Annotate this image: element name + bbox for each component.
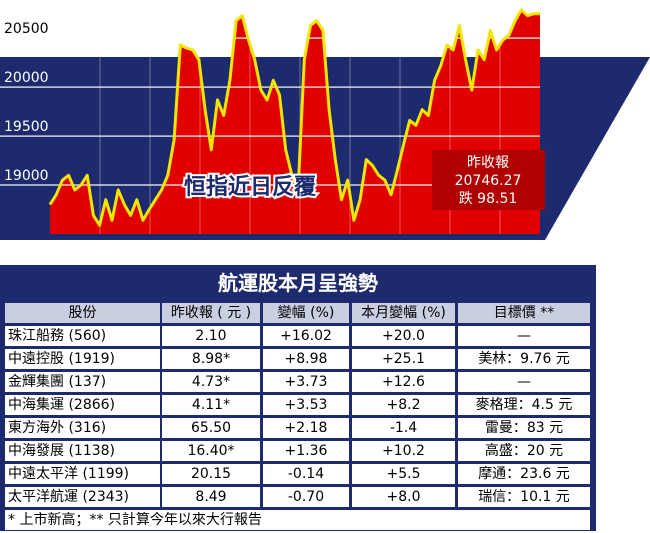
- table-cell: +10.2: [352, 441, 455, 461]
- y-tick-label: 20000: [4, 70, 49, 86]
- table-cell: 金輝集團 (137): [5, 372, 160, 392]
- table-cell: 中海集運 (2866): [5, 395, 160, 415]
- annotation: 跌 98.51: [459, 191, 518, 207]
- table-cell: -0.70: [263, 487, 349, 507]
- table-cell: +20.0: [352, 326, 455, 346]
- y-tick-label: 20500: [4, 21, 49, 37]
- table-cell: 65.50: [162, 418, 260, 438]
- table-cell: 中海發展 (1138): [5, 441, 160, 461]
- table-cell: 16.40*: [162, 441, 260, 461]
- table-cell: 8.98*: [162, 349, 260, 369]
- table-cell: 雷曼：83 元: [458, 418, 590, 438]
- table-cell: +1.36: [263, 441, 349, 461]
- table-cell: +3.53: [263, 395, 349, 415]
- column-header: 本月變幅 (%): [352, 303, 455, 323]
- y-tick-label: 19000: [4, 168, 49, 184]
- table-cell: 20.15: [162, 464, 260, 484]
- table-cell: —: [458, 326, 590, 346]
- table-cell: 美林：9.76 元: [458, 349, 590, 369]
- annotation: 20746.27: [455, 173, 522, 189]
- table-cell: +16.02: [263, 326, 349, 346]
- annotation-box: [432, 150, 545, 210]
- table-cell: 中遠太平洋 (1199): [5, 464, 160, 484]
- table-cell: +12.6: [352, 372, 455, 392]
- annotation: 昨收報: [467, 155, 509, 171]
- chart: 19000 19500 20000 20500 恒指近日反覆 昨收報 20746.27…: [0, 0, 650, 240]
- column-header: 股份: [5, 303, 160, 323]
- table-cell: 2.10: [162, 326, 260, 346]
- column-header: 變幅 (%): [263, 303, 349, 323]
- table-cell: 4.73*: [162, 372, 260, 392]
- table-cell: 麥格理：4.5 元: [458, 395, 590, 415]
- column-header: 昨收報 ( 元 ): [162, 303, 260, 323]
- table-cell: +2.18: [263, 418, 349, 438]
- table-cell: +25.1: [352, 349, 455, 369]
- table-cell: +8.0: [352, 487, 455, 507]
- footnote: * 上市新高；** 只計算今年以來大行報告: [5, 510, 590, 530]
- table-cell: 摩通：23.6 元: [458, 464, 590, 484]
- table-cell: 珠江船務 (560): [5, 326, 160, 346]
- table-cell: 中遠控股 (1919): [5, 349, 160, 369]
- table-cell: 太平洋航運 (2343): [5, 487, 160, 507]
- table-cell: 8.49: [162, 487, 260, 507]
- table-cell: +5.5: [352, 464, 455, 484]
- table-cell: —: [458, 372, 590, 392]
- area: [50, 9, 540, 234]
- table: 航運股本月呈強勢 股份 昨收報 ( 元 ) 變幅 (%) 本月變幅 (%) 目標價 **…: [0, 265, 596, 531]
- table-cell: +8.2: [352, 395, 455, 415]
- table-title: 航運股本月呈強勢: [218, 271, 378, 295]
- y-tick-label: 19500: [4, 119, 49, 135]
- chart-title: 恒指近日反覆: [184, 174, 317, 200]
- table-cell: +3.73: [263, 372, 349, 392]
- table-cell: 4.11*: [162, 395, 260, 415]
- table-cell: +8.98: [263, 349, 349, 369]
- table-cell: 東方海外 (316): [5, 418, 160, 438]
- line: [48, 8, 540, 227]
- table-cell: -0.14: [263, 464, 349, 484]
- table-cell: 瑞信：10.1 元: [458, 487, 590, 507]
- column-header: 目標價 **: [458, 303, 590, 323]
- table-cell: -1.4: [352, 418, 455, 438]
- table-cell: 高盛：20 元: [458, 441, 590, 461]
